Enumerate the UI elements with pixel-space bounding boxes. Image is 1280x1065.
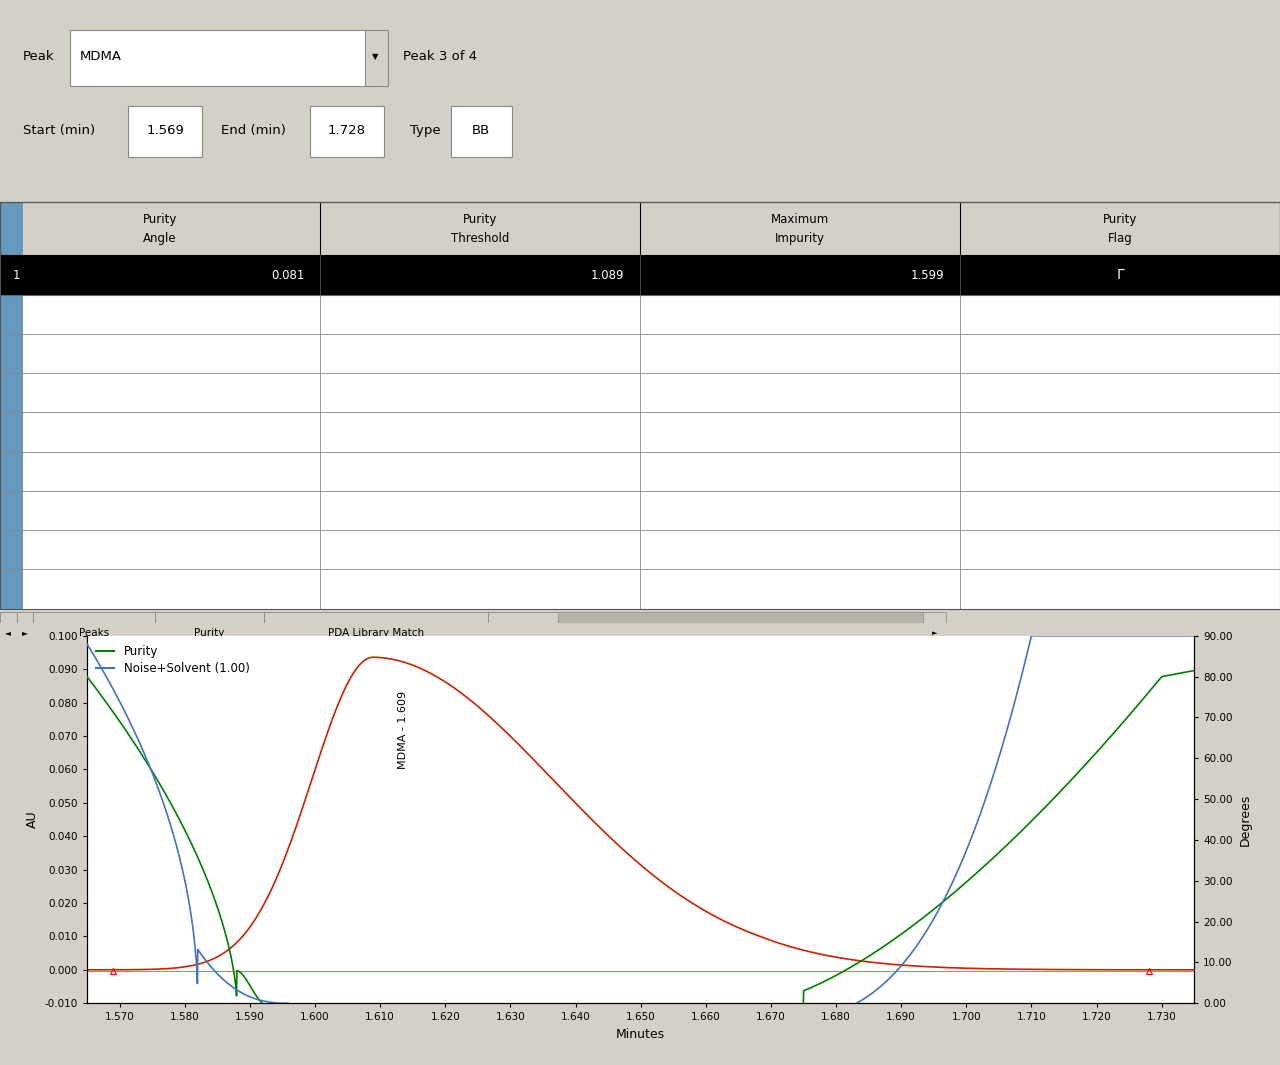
- Text: 0.081: 0.081: [271, 268, 305, 281]
- Y-axis label: Degrees: Degrees: [1238, 793, 1252, 846]
- Bar: [0, 570, 1280, 609]
- Text: Type: Type: [410, 125, 440, 137]
- Text: ▼: ▼: [372, 51, 379, 61]
- Text: MDMA - 1.609: MDMA - 1.609: [398, 691, 408, 769]
- Bar: [155, 611, 264, 654]
- Text: Purity: Purity: [143, 213, 177, 226]
- Text: Peaks: Peaks: [79, 628, 109, 638]
- Bar: [264, 611, 488, 654]
- Text: Angle: Angle: [143, 232, 177, 245]
- Bar: [488, 611, 558, 654]
- X-axis label: Minutes: Minutes: [616, 1028, 666, 1041]
- Bar: [0, 452, 1280, 491]
- Bar: [70, 30, 378, 86]
- Text: ◄: ◄: [5, 628, 12, 638]
- Text: Γ: Γ: [1116, 268, 1124, 282]
- Bar: [923, 611, 946, 654]
- Text: Impurity: Impurity: [774, 232, 826, 245]
- Text: 1.599: 1.599: [911, 268, 945, 281]
- Bar: [310, 105, 384, 157]
- Text: PDA Library Match: PDA Library Match: [328, 628, 424, 638]
- Text: BB: BB: [472, 125, 490, 137]
- Text: ►: ►: [932, 630, 937, 636]
- Bar: [0, 530, 1280, 570]
- Text: Maximum: Maximum: [771, 213, 829, 226]
- Text: Threshold: Threshold: [451, 232, 509, 245]
- Text: Start (min): Start (min): [23, 125, 95, 137]
- Text: Peak 3 of 4: Peak 3 of 4: [403, 50, 477, 63]
- Bar: [0, 202, 1280, 609]
- Text: Purity: Purity: [195, 628, 224, 638]
- Bar: [451, 105, 512, 157]
- Bar: [0, 256, 1280, 295]
- Bar: [17, 611, 33, 654]
- Bar: [0, 611, 17, 654]
- Text: Peak: Peak: [23, 50, 55, 63]
- Bar: [33, 611, 155, 654]
- Text: MDMA: MDMA: [79, 50, 122, 63]
- Bar: [0, 202, 1280, 256]
- Bar: [0, 202, 23, 609]
- Text: 1.089: 1.089: [591, 268, 625, 281]
- Bar: [0, 373, 1280, 412]
- Bar: [0, 295, 1280, 334]
- Text: ►: ►: [22, 628, 28, 638]
- Bar: [0, 334, 1280, 373]
- Text: Purity: Purity: [463, 213, 497, 226]
- Bar: [365, 30, 388, 86]
- Text: Purity: Purity: [1103, 213, 1137, 226]
- Text: Flag: Flag: [1107, 232, 1133, 245]
- Legend: Purity, Noise+Solvent (1.00): Purity, Noise+Solvent (1.00): [93, 642, 253, 678]
- Bar: [0, 491, 1280, 530]
- Text: 1: 1: [13, 268, 20, 281]
- Bar: [0, 412, 1280, 452]
- Text: 1.728: 1.728: [328, 125, 366, 137]
- Bar: [128, 105, 202, 157]
- Bar: [488, 611, 923, 654]
- Text: 1.569: 1.569: [146, 125, 184, 137]
- Y-axis label: AU: AU: [26, 810, 40, 829]
- Text: End (min): End (min): [221, 125, 287, 137]
